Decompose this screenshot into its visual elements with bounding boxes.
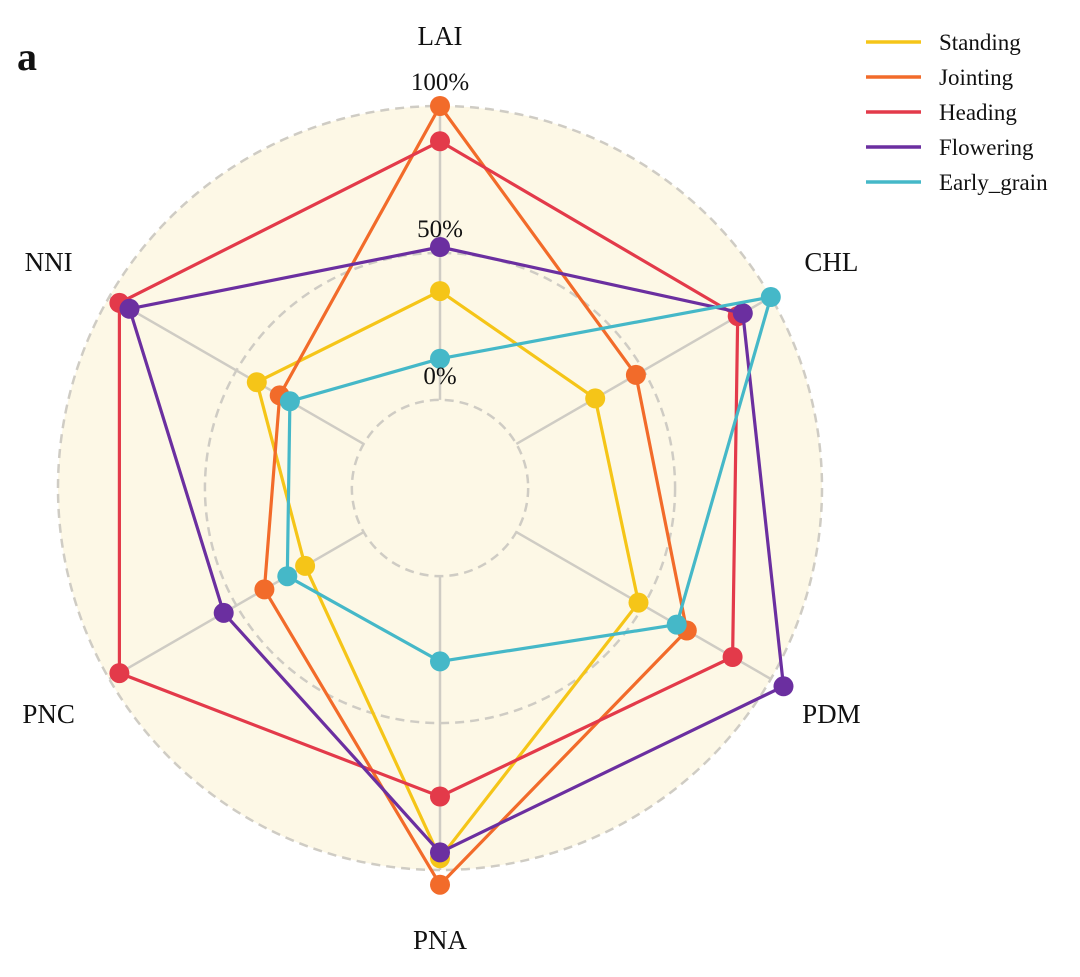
data-point-lai bbox=[430, 348, 450, 369]
legend: Standing Jointing Heading Flowering Early_gr… bbox=[866, 30, 1048, 195]
legend-item-heading: Heading bbox=[866, 100, 1017, 125]
axis-label-lai: LAI bbox=[418, 21, 463, 51]
legend-item-early-grain: Early_grain bbox=[866, 170, 1048, 195]
label-layer: 0% 50% 100% LAI CHL PDM PNA PNC NNI bbox=[22, 21, 860, 955]
axis-label-pnc: PNC bbox=[22, 699, 75, 729]
series-layer bbox=[109, 96, 794, 895]
data-point-chl bbox=[625, 364, 646, 385]
data-point-lai bbox=[430, 237, 450, 257]
axis-label-pdm: PDM bbox=[802, 699, 861, 729]
spoke-pnc bbox=[108, 530, 365, 681]
series-flowering bbox=[119, 237, 794, 863]
legend-label: Heading bbox=[939, 100, 1017, 125]
series-early-grain bbox=[277, 287, 781, 672]
data-point-pnc bbox=[213, 602, 234, 623]
data-point-chl bbox=[585, 388, 606, 409]
radar-background bbox=[58, 106, 822, 870]
data-point-pnc bbox=[109, 663, 130, 684]
legend-item-jointing: Jointing bbox=[866, 65, 1014, 90]
grid-circle bbox=[56, 104, 824, 872]
data-point-chl bbox=[760, 287, 781, 307]
data-point-pdm bbox=[666, 614, 687, 635]
spoke-nni bbox=[108, 295, 365, 446]
legend-label: Early_grain bbox=[939, 170, 1048, 195]
tick-label: 50% bbox=[417, 216, 463, 243]
data-point-chl bbox=[732, 303, 753, 324]
axis-label-pna: PNA bbox=[413, 925, 468, 955]
data-point-pna bbox=[430, 842, 450, 863]
data-point-pnc bbox=[254, 579, 275, 600]
data-point-pnc bbox=[295, 555, 316, 576]
data-point-pdm bbox=[722, 647, 743, 667]
tick-label: 0% bbox=[423, 363, 456, 390]
legend-label: Standing bbox=[939, 30, 1021, 55]
data-point-lai bbox=[430, 281, 450, 302]
grid-circle bbox=[203, 251, 677, 725]
axis-label-nni: NNI bbox=[25, 247, 73, 277]
data-point-lai bbox=[430, 131, 450, 152]
data-point-nni bbox=[119, 298, 140, 319]
data-point-pdm bbox=[773, 676, 794, 697]
axis-label-chl: CHL bbox=[804, 247, 858, 277]
tick-label: 100% bbox=[411, 69, 469, 96]
data-point-pna bbox=[430, 651, 450, 672]
data-point-nni bbox=[279, 391, 300, 412]
chart-background bbox=[58, 106, 822, 870]
legend-label: Jointing bbox=[939, 65, 1014, 90]
data-point-pna bbox=[430, 874, 450, 895]
panel-label: a bbox=[17, 34, 37, 79]
data-point-pdm bbox=[628, 592, 649, 613]
data-point-pnc bbox=[277, 566, 298, 587]
legend-item-standing: Standing bbox=[866, 30, 1021, 55]
data-point-nni bbox=[246, 372, 267, 393]
data-point-pna bbox=[430, 786, 450, 807]
data-point-lai bbox=[430, 96, 450, 116]
legend-label: Flowering bbox=[939, 135, 1034, 160]
legend-item-flowering: Flowering bbox=[866, 135, 1034, 160]
series-jointing bbox=[254, 96, 697, 895]
